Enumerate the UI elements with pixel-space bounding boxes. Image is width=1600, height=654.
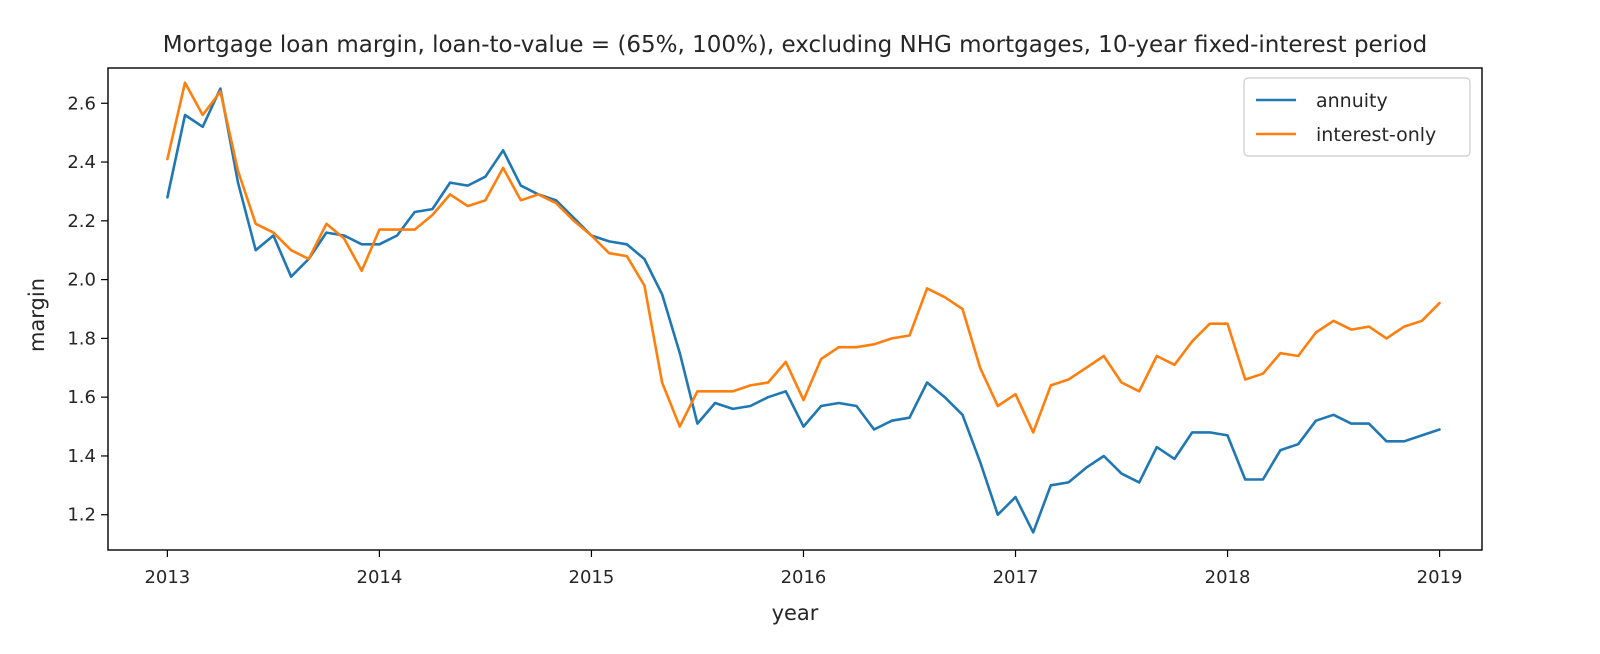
- y-tick-label: 2.4: [67, 152, 96, 173]
- legend: annuity interest-only: [1243, 77, 1471, 157]
- legend-label-interest-only: interest-only: [1316, 124, 1436, 146]
- y-tick-label: 1.8: [67, 328, 96, 349]
- y-tick-label: 1.6: [67, 387, 96, 408]
- y-axis-label: margin: [25, 278, 49, 352]
- plot-area: [107, 67, 1483, 551]
- x-tick-label: 2016: [781, 567, 827, 588]
- chart-title: Mortgage loan margin, loan-to-value = (6…: [163, 32, 1427, 58]
- plot-frame: [107, 67, 1483, 551]
- y-tick-label: 2.6: [67, 93, 96, 114]
- y-tick-label: 1.4: [67, 446, 96, 467]
- x-tick-label: 2018: [1205, 567, 1251, 588]
- series-lines: [166, 81, 1441, 534]
- legend-box: [1243, 77, 1471, 157]
- axis-ticks: 2013 2014 2015 2016 2017 2018 2019 1.2 1.4 1.6 1.8…: [67, 93, 1462, 588]
- legend-label-annuity: annuity: [1316, 90, 1388, 112]
- series-line-annuity: [166, 87, 1441, 534]
- x-axis-label: year: [772, 601, 819, 625]
- x-tick-label: 2013: [144, 567, 190, 588]
- x-tick-label: 2014: [357, 567, 403, 588]
- y-tick-label: 1.2: [67, 505, 96, 526]
- x-tick-label: 2015: [569, 567, 615, 588]
- y-tick-label: 2.0: [67, 270, 96, 291]
- x-tick-label: 2017: [993, 567, 1039, 588]
- x-tick-label: 2019: [1417, 567, 1463, 588]
- series-line-interest-only: [166, 81, 1441, 434]
- y-tick-label: 2.2: [67, 211, 96, 232]
